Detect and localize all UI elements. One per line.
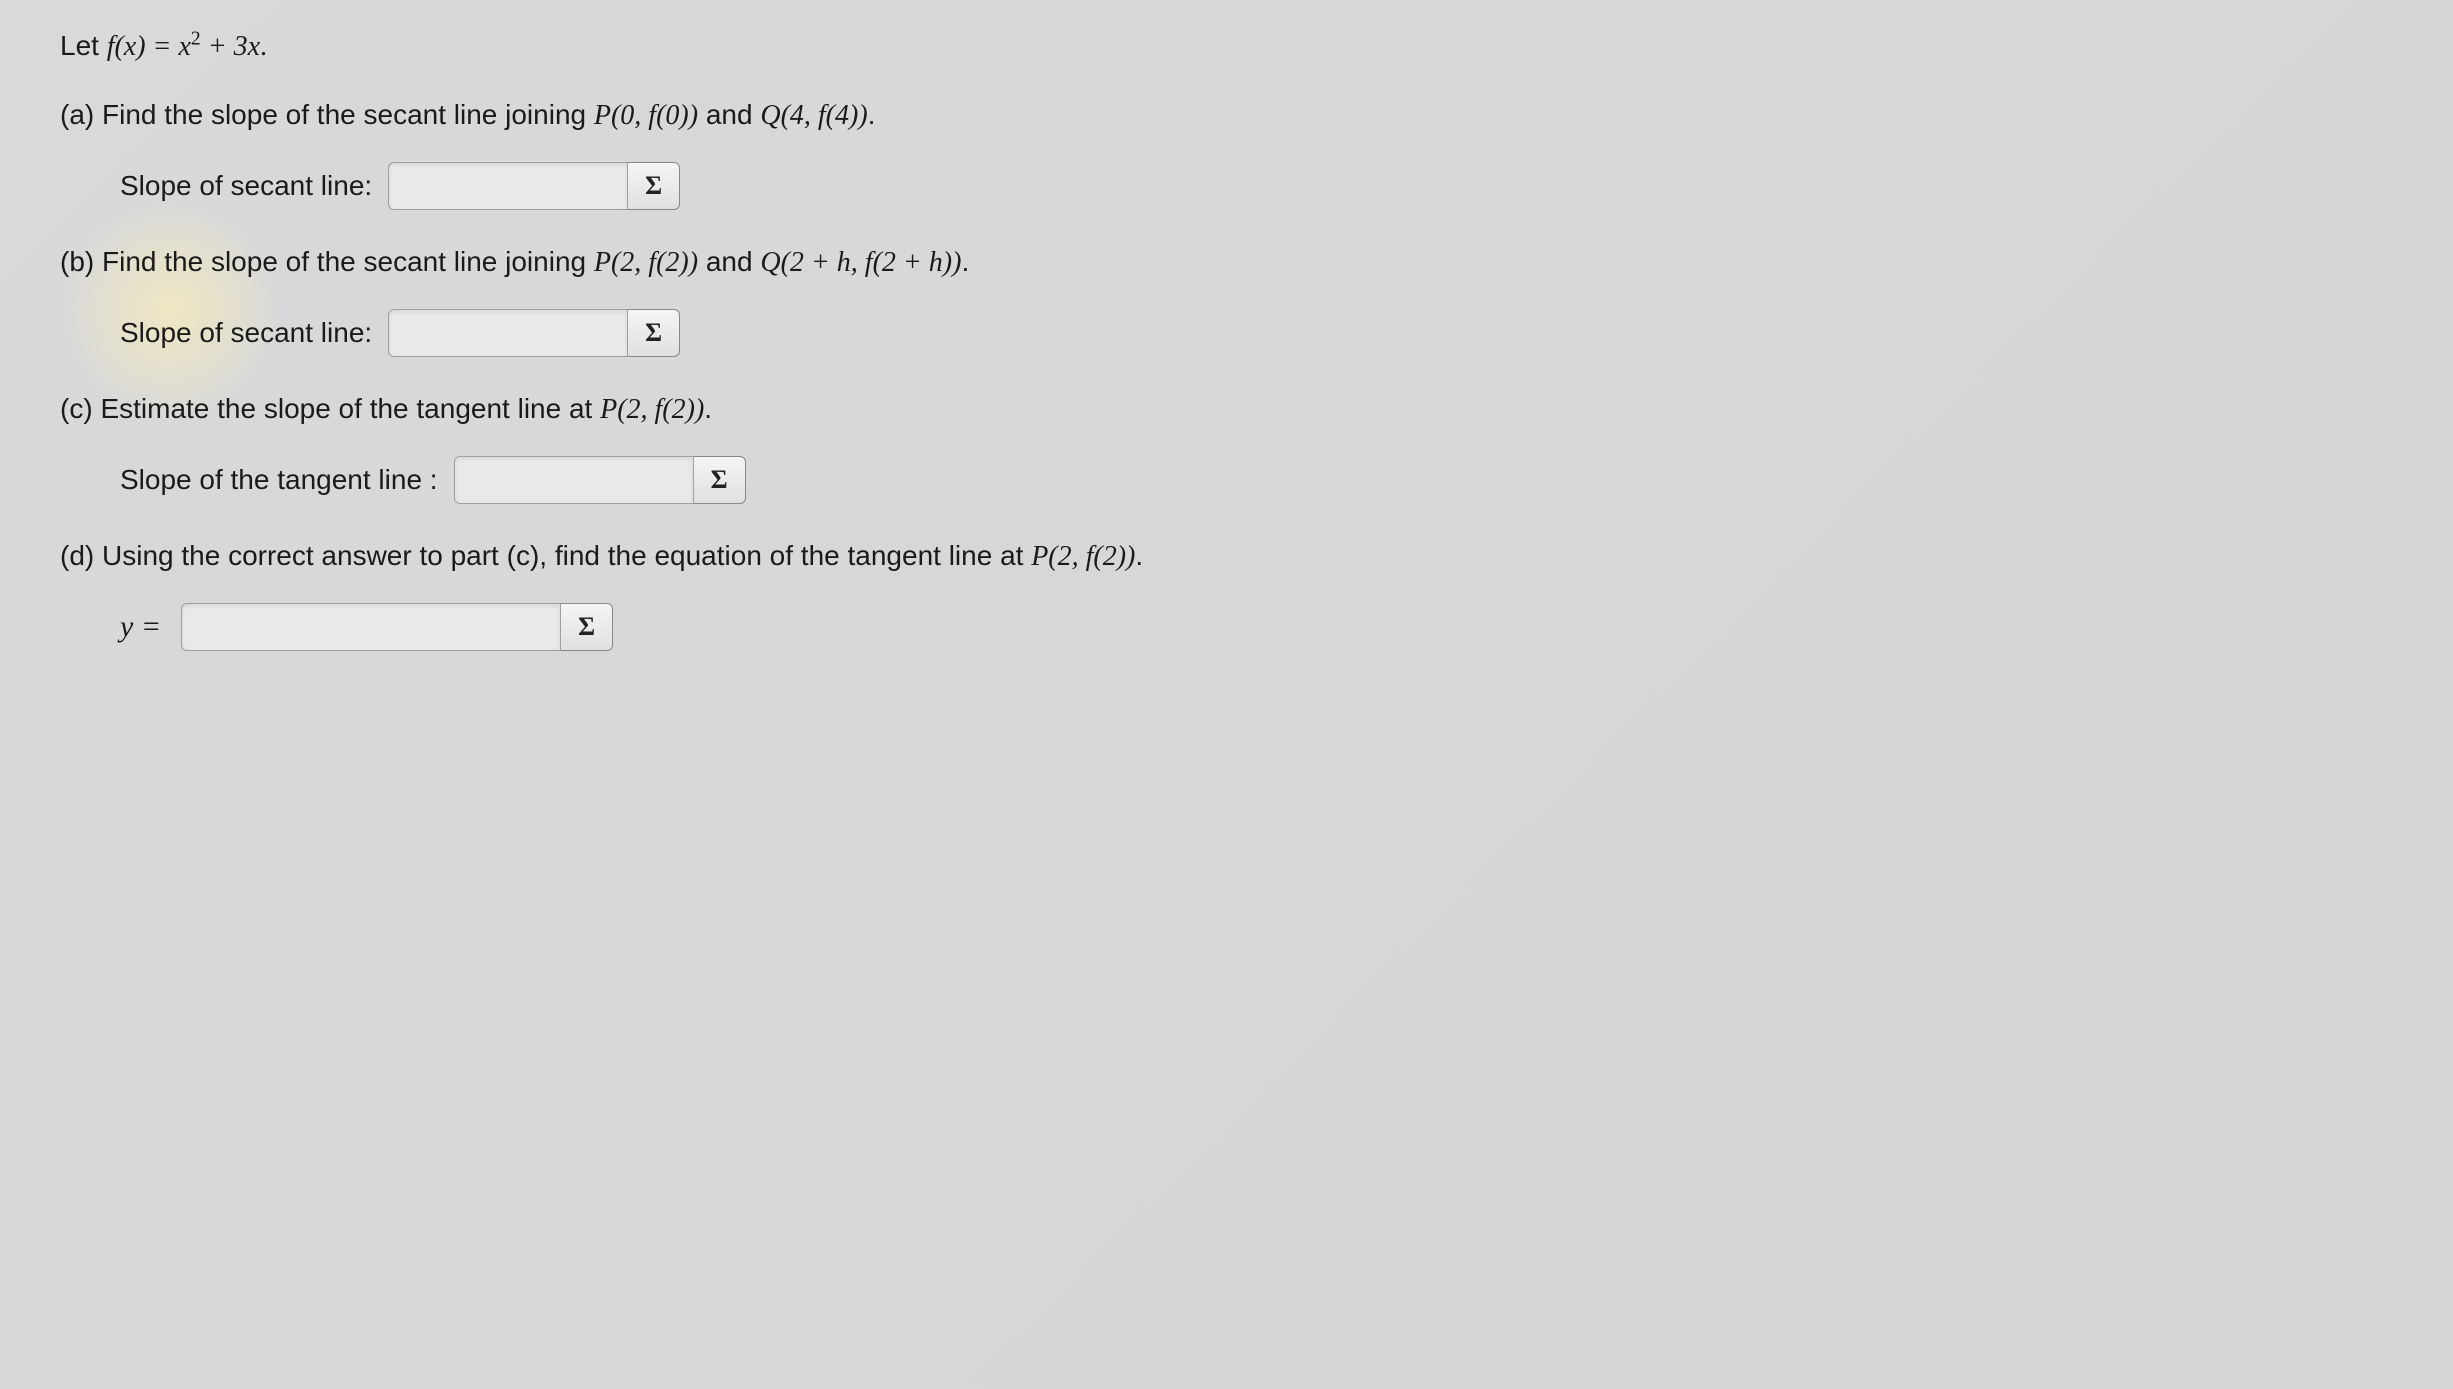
part-c-suffix: . bbox=[704, 393, 712, 424]
part-c: (c) Estimate the slope of the tangent li… bbox=[60, 393, 2393, 504]
part-b: (b) Find the slope of the secant line jo… bbox=[60, 246, 2393, 357]
part-d-question: (d) Using the correct answer to part (c)… bbox=[60, 540, 2393, 573]
part-a-answer-row: Slope of secant line: Σ bbox=[120, 162, 2393, 210]
part-c-answer-label: Slope of the tangent line : bbox=[120, 464, 438, 496]
part-a-q: Q(4, f(4)) bbox=[760, 100, 867, 131]
part-c-input-group: Σ bbox=[454, 456, 746, 504]
part-c-text-before: Estimate the slope of the tangent line a… bbox=[100, 393, 600, 424]
intro-func-lhs: f(x) = x bbox=[107, 31, 191, 62]
sigma-button[interactable]: Σ bbox=[694, 456, 746, 504]
sigma-button[interactable]: Σ bbox=[628, 162, 680, 210]
part-a-question: (a) Find the slope of the secant line jo… bbox=[60, 99, 2393, 132]
part-c-label: (c) bbox=[60, 393, 100, 424]
part-a-p: P(0, f(0)) bbox=[594, 100, 698, 131]
part-d-input-group: Σ bbox=[181, 603, 613, 651]
part-d-label: (d) bbox=[60, 540, 102, 571]
part-d-suffix: . bbox=[1135, 540, 1143, 571]
part-d-text-before: Using the correct answer to part (c), fi… bbox=[102, 540, 1031, 571]
part-b-input-group: Σ bbox=[388, 309, 680, 357]
part-a-mid: and bbox=[698, 99, 760, 130]
part-b-label: (b) bbox=[60, 246, 102, 277]
part-a-input-group: Σ bbox=[388, 162, 680, 210]
intro-prefix: Let bbox=[60, 30, 107, 61]
part-b-suffix: . bbox=[961, 246, 969, 277]
part-b-mid: and bbox=[698, 246, 760, 277]
part-a-suffix: . bbox=[868, 99, 876, 130]
sigma-button[interactable]: Σ bbox=[561, 603, 613, 651]
part-b-text-before: Find the slope of the secant line joinin… bbox=[102, 246, 594, 277]
intro-suffix: . bbox=[260, 31, 267, 62]
part-b-input[interactable] bbox=[388, 309, 628, 357]
part-b-question: (b) Find the slope of the secant line jo… bbox=[60, 246, 2393, 279]
part-b-answer-label: Slope of secant line: bbox=[120, 317, 372, 349]
part-a: (a) Find the slope of the secant line jo… bbox=[60, 99, 2393, 210]
part-d-answer-row: y = Σ bbox=[120, 603, 2393, 651]
part-c-input[interactable] bbox=[454, 456, 694, 504]
part-d-p: P(2, f(2)) bbox=[1031, 541, 1135, 572]
part-a-label: (a) bbox=[60, 99, 102, 130]
part-b-q: Q(2 + h, f(2 + h)) bbox=[760, 247, 961, 278]
part-c-p: P(2, f(2)) bbox=[600, 394, 704, 425]
intro-func-sup: 2 bbox=[191, 29, 201, 50]
part-c-question: (c) Estimate the slope of the tangent li… bbox=[60, 393, 2393, 426]
intro-func-rest: + 3x bbox=[201, 31, 260, 62]
sigma-button[interactable]: Σ bbox=[628, 309, 680, 357]
part-a-input[interactable] bbox=[388, 162, 628, 210]
part-d-answer-prefix: y = bbox=[120, 610, 161, 644]
problem-intro: Let f(x) = x2 + 3x. bbox=[60, 30, 2393, 63]
part-b-p: P(2, f(2)) bbox=[594, 247, 698, 278]
part-d-input[interactable] bbox=[181, 603, 561, 651]
part-d: (d) Using the correct answer to part (c)… bbox=[60, 540, 2393, 651]
part-a-answer-label: Slope of secant line: bbox=[120, 170, 372, 202]
part-a-text-before: Find the slope of the secant line joinin… bbox=[102, 99, 594, 130]
part-c-answer-row: Slope of the tangent line : Σ bbox=[120, 456, 2393, 504]
part-b-answer-row: Slope of secant line: Σ bbox=[120, 309, 2393, 357]
